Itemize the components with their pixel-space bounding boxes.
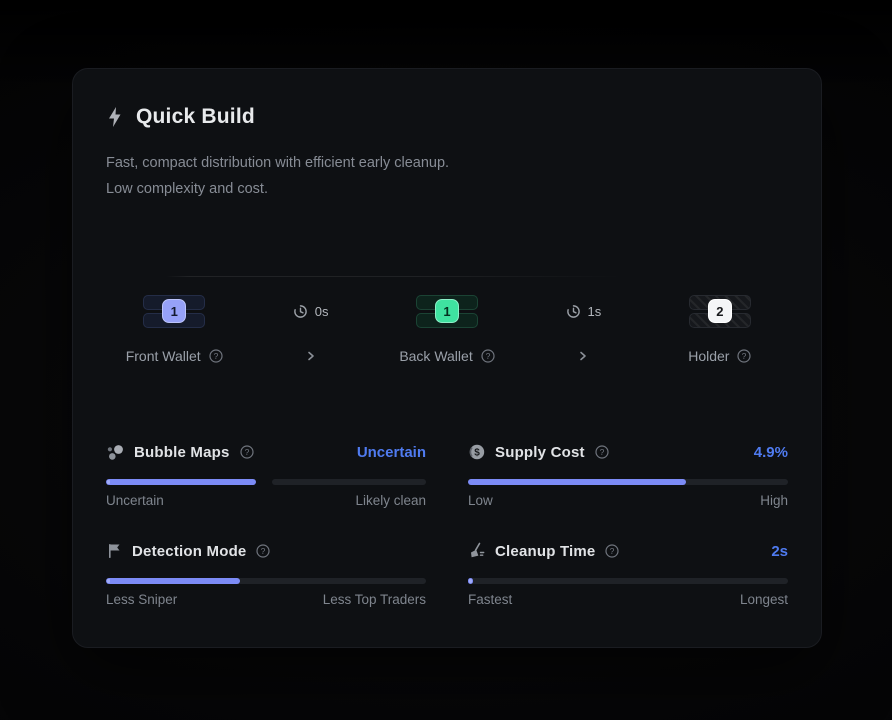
clock-icon (293, 304, 308, 319)
slider-track (468, 578, 788, 584)
help-icon[interactable]: ? (209, 349, 223, 363)
metric-value: Uncertain (356, 443, 426, 461)
back-wallet-count-badge: 1 (435, 299, 460, 323)
front-wallet-count-badge: 1 (162, 299, 187, 323)
slider-right-label: High (760, 493, 788, 508)
svg-text:?: ? (485, 351, 490, 361)
transition-delay-2: 1s (566, 303, 602, 319)
flag-icon (106, 542, 123, 560)
metric-supply-cost: $ Supply Cost ? 4.9% Low High (468, 441, 788, 508)
slider-fill (468, 578, 473, 584)
help-icon[interactable]: ? (481, 349, 495, 363)
svg-text:?: ? (244, 447, 249, 457)
svg-text:?: ? (213, 351, 218, 361)
description-line-1: Fast, compact distribution with efficien… (106, 155, 450, 171)
chevron-right-icon (577, 350, 589, 362)
delay-value: 0s (314, 303, 329, 319)
metric-bubble-maps: Bubble Maps ? Uncertain Uncertain Likely… (106, 441, 426, 508)
flow-connector-line (166, 276, 624, 277)
transition-delay-1: 0s (293, 303, 329, 319)
slider-fill (468, 479, 686, 485)
page-title: Quick Build (136, 105, 255, 128)
delay-value: 1s (587, 303, 602, 319)
help-icon[interactable]: ? (595, 445, 609, 459)
help-icon[interactable]: ? (737, 349, 752, 363)
holder-label: Holder ? (688, 348, 752, 364)
slider-left-label: Fastest (468, 592, 513, 607)
cleanup-time-slider[interactable] (468, 578, 788, 584)
bubble-maps-slider[interactable] (106, 479, 426, 485)
metric-value: 2s (771, 542, 788, 560)
card-description: Fast, compact distribution with efficien… (106, 150, 449, 202)
back-wallet-node[interactable]: 1 (416, 294, 479, 328)
back-wallet-label: Back Wallet ? (399, 348, 495, 364)
metric-value: 4.9% (753, 443, 788, 461)
metric-detection-mode: Detection Mode ? Less Sniper Less Top Tr… (106, 540, 426, 607)
slider-fill (106, 479, 257, 485)
coin-icon: $ (468, 443, 486, 461)
metric-label: Cleanup Time (495, 542, 596, 560)
slider-right-label: Longest (739, 592, 788, 607)
slider-left-label: Uncertain (106, 493, 164, 508)
slider-left-label: Low (468, 493, 493, 508)
metrics-grid: Bubble Maps ? Uncertain Uncertain Likely… (106, 441, 788, 607)
help-icon[interactable]: ? (239, 445, 254, 459)
holder-count-badge: 2 (707, 299, 732, 323)
svg-text:?: ? (261, 546, 266, 556)
flow-diagram: 1 0s 1 1s (106, 291, 788, 331)
flow-labels: Front Wallet ? Back Wallet ? (106, 348, 788, 364)
supply-cost-slider[interactable] (468, 479, 788, 485)
bolt-icon (106, 106, 123, 128)
card-header: Quick Build (106, 105, 255, 129)
metric-label: Supply Cost (495, 443, 585, 461)
slider-right-label: Less Top Traders (322, 592, 426, 607)
svg-text:?: ? (742, 351, 747, 361)
broom-icon (468, 542, 486, 560)
front-wallet-node[interactable]: 1 (143, 294, 206, 328)
holder-node[interactable]: 2 (688, 294, 751, 328)
metric-label: Bubble Maps (134, 443, 230, 461)
slider-right-label: Likely clean (355, 493, 426, 508)
svg-text:?: ? (599, 447, 604, 457)
help-icon[interactable]: ? (605, 544, 620, 558)
svg-text:$: $ (474, 448, 480, 459)
svg-text:?: ? (610, 546, 615, 556)
quick-build-card: Quick Build Fast, compact distribution w… (72, 68, 822, 648)
metric-cleanup-time: Cleanup Time ? 2s Fastest Longest (468, 540, 788, 607)
detection-mode-slider[interactable] (106, 578, 426, 584)
bubbles-icon (106, 443, 125, 462)
chevron-right-icon (305, 350, 317, 362)
slider-left-label: Less Sniper (106, 592, 178, 607)
metric-label: Detection Mode (132, 542, 247, 560)
front-wallet-label: Front Wallet ? (126, 348, 223, 364)
slider-track (106, 578, 426, 584)
help-icon[interactable]: ? (256, 544, 271, 558)
clock-icon (566, 304, 581, 319)
description-line-2: Low complexity and cost. (106, 181, 268, 197)
slider-fill (106, 578, 241, 584)
slider-track (272, 479, 426, 485)
